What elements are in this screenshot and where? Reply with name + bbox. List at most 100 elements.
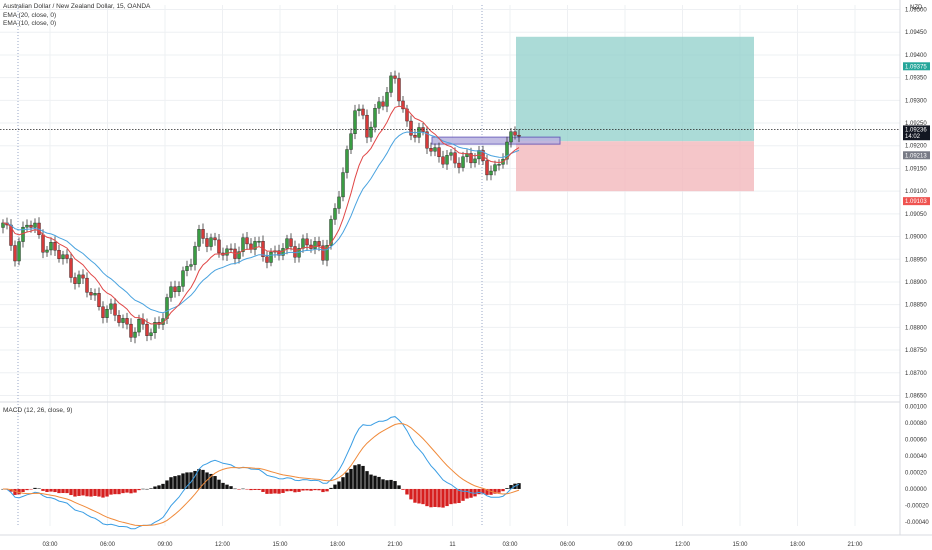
macd-hist-bar (397, 485, 401, 489)
candle-body (121, 318, 125, 323)
price-tick-label: 1.08950 (905, 257, 927, 263)
macd-hist-bar (277, 488, 281, 494)
candle-body (65, 254, 69, 259)
macd-hist-bar (369, 474, 373, 489)
candle-body (33, 222, 37, 228)
time-tick-label: 12:00 (675, 542, 691, 548)
loss-zone[interactable] (516, 141, 754, 192)
macd-hist-bar (325, 488, 329, 492)
candle-body (181, 270, 185, 287)
macd-hist-bar (61, 488, 65, 494)
macd-hist-bar (29, 488, 33, 490)
candle-body (197, 229, 201, 247)
macd-tick-label: -0.00040 (905, 520, 929, 526)
candle-body (169, 286, 173, 298)
ema20-line (2, 131, 520, 314)
macd-hist-bar (389, 479, 393, 489)
candle-body (13, 245, 17, 262)
macd-hist-bar (213, 476, 217, 489)
candle-body (77, 274, 81, 284)
candle-body (45, 249, 49, 253)
candle-body (209, 237, 213, 247)
candle-body (285, 238, 289, 249)
macd-tick-label: 0.00000 (905, 487, 927, 493)
time-tick-label: 03:00 (502, 542, 518, 548)
macd-hist-bar (365, 471, 369, 489)
candle-body (349, 133, 353, 150)
range-box[interactable] (431, 136, 561, 145)
price-tag-bg (903, 197, 930, 206)
candle-body (81, 274, 85, 279)
macd-hist-bar (41, 488, 45, 491)
candle-body (201, 229, 205, 239)
ema20-legend: EMA (20, close, 0) (3, 12, 56, 19)
price-tag-bg (903, 151, 930, 160)
candle-body (93, 293, 97, 296)
macd-hist-bar (17, 488, 21, 495)
macd-hist-bar (13, 488, 17, 495)
macd-hist-bar (217, 479, 221, 489)
candle-body (57, 250, 61, 259)
time-tick-label: 03:00 (42, 542, 58, 548)
macd-hist-bar (361, 465, 365, 489)
macd-hist-bar (249, 488, 253, 491)
signal-line (3, 423, 520, 526)
macd-hist-bar (293, 488, 297, 493)
candle-body (433, 147, 437, 152)
candle-body (229, 248, 233, 251)
time-tick-label: 21:00 (387, 542, 403, 548)
price-tick-label: 1.09500 (905, 8, 927, 14)
price-tick-label: 1.08750 (905, 348, 927, 354)
candle-body (341, 172, 345, 198)
price-tag-value: 1.09236 (905, 127, 927, 133)
candle-body (253, 241, 257, 250)
candle-body (441, 156, 445, 165)
macd-hist-bar (189, 472, 193, 489)
macd-hist-bar (317, 488, 321, 491)
macd-hist-bar (21, 488, 25, 493)
candle-body (177, 286, 181, 292)
macd-hist-bar (357, 464, 361, 489)
position-tool[interactable] (431, 36, 754, 192)
time-tick-label: 18:00 (790, 542, 806, 548)
macd-hist-bar (121, 488, 125, 494)
macd-hist-bar (405, 488, 409, 495)
macd-hist-bar (425, 488, 429, 507)
candle-body (425, 131, 429, 149)
price-tag-bg (903, 132, 930, 141)
profit-zone[interactable] (516, 36, 754, 142)
price-tag-bg (903, 62, 930, 71)
price-tick-label: 1.09300 (905, 98, 927, 104)
candle-body (149, 332, 153, 336)
price-tick-label: 1.09200 (905, 144, 927, 150)
candle-body (345, 149, 349, 173)
macd-hist-bar (341, 477, 345, 489)
price-tag-value: 1.09103 (905, 199, 927, 205)
candle-body (17, 241, 21, 262)
candle-body (97, 293, 101, 307)
macd-hist-bar (373, 475, 377, 489)
candle-body (49, 242, 53, 251)
ema-lines (0, 105, 900, 325)
candle-body (409, 120, 413, 136)
candle-body (357, 108, 361, 111)
macd-hist-bar (509, 485, 513, 489)
macd-hist-bar (81, 488, 85, 496)
axes: 1.09500 1.09450 1.09400 1.09350 1.09300 1.092… (42, 8, 929, 548)
price-tag-value: 14:02 (905, 134, 921, 140)
macd-hist-bar (449, 488, 453, 505)
macd-hist-bar (401, 488, 405, 490)
macd-hist-bar (257, 488, 261, 491)
candle-body (457, 162, 461, 168)
macd-hist-bar (149, 488, 153, 489)
candle-body (85, 277, 89, 293)
macd-hist-bar (437, 488, 441, 508)
macd-hist-bar (141, 488, 145, 490)
macd-hist-bar (181, 473, 185, 489)
macd-hist-bar (97, 488, 101, 497)
price-tick-label: 1.08850 (905, 303, 927, 309)
candle-body (69, 258, 73, 278)
